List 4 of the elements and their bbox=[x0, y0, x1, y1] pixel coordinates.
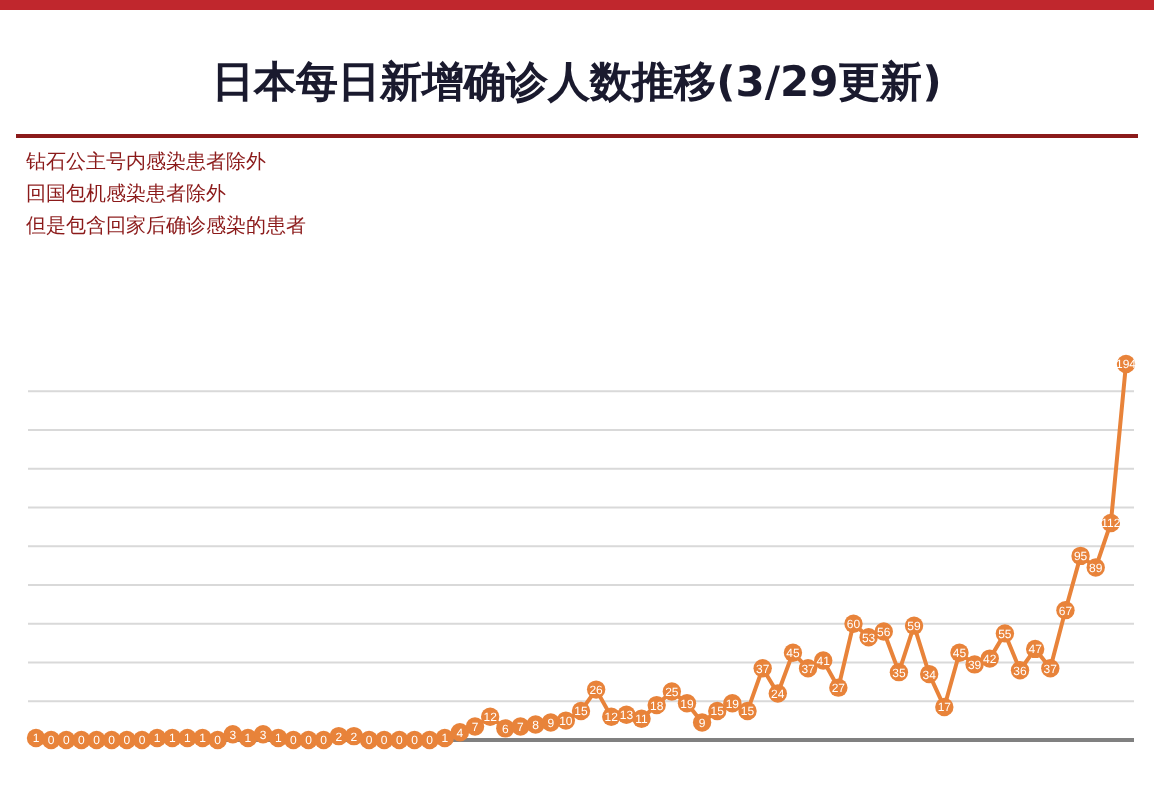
text: 回国包机感染患者除外 bbox=[26, 182, 226, 206]
text: 钻石公主号内感染患者除外 bbox=[24, 150, 266, 174]
chart-title: 日本每日新增确诊人数推移(3/29更新) bbox=[212, 58, 942, 106]
text: 但是包含回家后确诊感染的患者 bbox=[26, 214, 306, 238]
